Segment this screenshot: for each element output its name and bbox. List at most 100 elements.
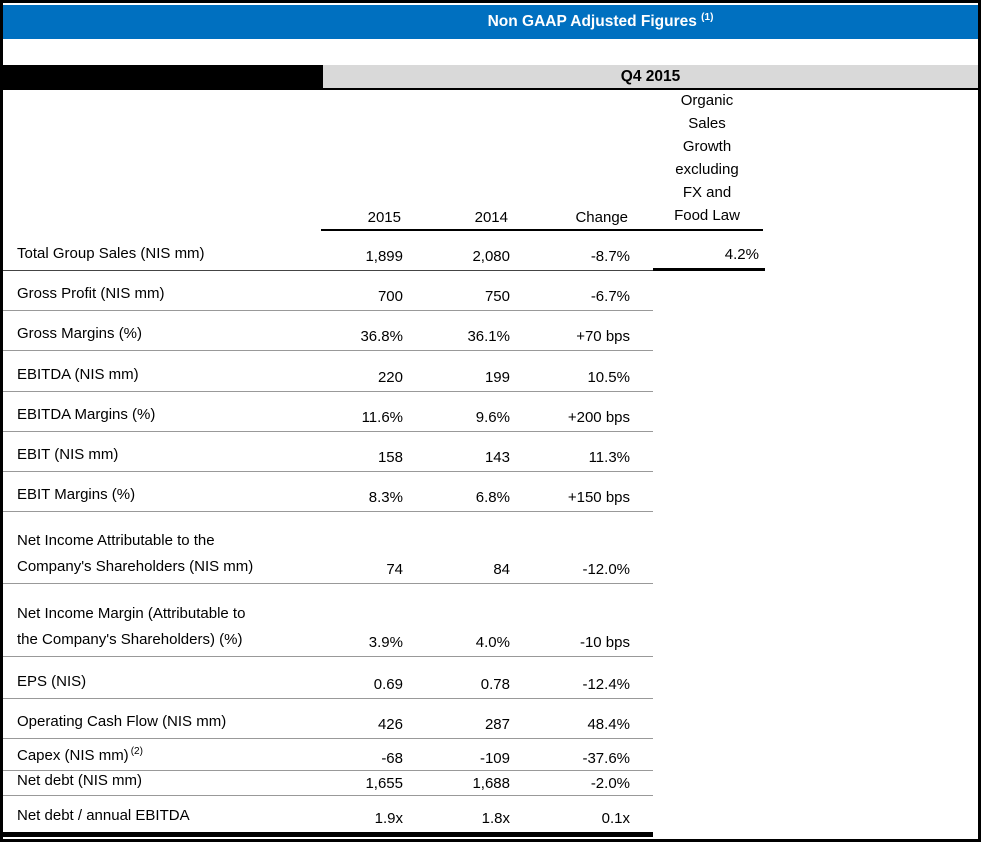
table-row: Net debt (NIS mm) 1,655 1,688 -2.0% — [3, 771, 978, 796]
value-2015: 220 — [377, 369, 403, 386]
period-header: Q4 2015 — [323, 65, 978, 88]
value-change: 10.5% — [587, 369, 630, 386]
table-row-main: EBIT (NIS mm) 158 143 11.3% — [3, 432, 653, 472]
table-row-main: Net Income Attributable to the Company's… — [3, 512, 653, 584]
row-label: EBIT (NIS mm) — [17, 446, 119, 463]
row-label: Capex (NIS mm) (2) — [17, 746, 143, 764]
table-row: Total Group Sales (NIS mm) 1,899 2,080 -… — [3, 231, 978, 271]
value-organic-growth — [653, 699, 765, 739]
value-change: -12.4% — [582, 676, 630, 693]
value-2014: 6.8% — [475, 489, 510, 506]
table-row: Gross Profit (NIS mm) 700 750 -6.7% — [3, 271, 978, 311]
table-row-main: Net Income Margin (Attributable to the C… — [3, 584, 653, 657]
value-organic-growth — [653, 432, 765, 472]
table-row: EBIT Margins (%) 8.3% 6.8% +150 bps — [3, 472, 978, 512]
value-organic-growth — [653, 472, 765, 512]
value-organic-growth — [653, 311, 765, 351]
row-label: Gross Profit (NIS mm) — [17, 285, 165, 302]
row-label: Net Income Margin (Attributable to the C… — [17, 605, 246, 648]
row-label: Net debt / annual EBITDA — [17, 807, 190, 824]
value-change: -6.7% — [590, 288, 630, 305]
table-row: Net Income Margin (Attributable to the C… — [3, 584, 978, 657]
value-change: 0.1x — [601, 810, 630, 827]
value-2014: 2,080 — [472, 248, 510, 265]
value-2015: 426 — [377, 716, 403, 733]
value-organic-growth — [653, 271, 765, 311]
column-header-group: 2015 2014 Change Organic Sales Growth ex… — [321, 89, 763, 231]
value-2015: 700 — [377, 288, 403, 305]
value-2014: 36.1% — [467, 328, 510, 345]
value-2015: 3.9% — [368, 634, 403, 651]
value-2015: 36.8% — [360, 328, 403, 345]
value-change: 48.4% — [587, 716, 630, 733]
value-2014: 0.78 — [480, 676, 510, 693]
spacer — [3, 39, 978, 65]
value-change: -8.7% — [590, 248, 630, 265]
value-organic-growth — [653, 657, 765, 699]
period-header-row: Q4 2015 — [3, 65, 978, 90]
table-row: Net Income Attributable to the Company's… — [3, 512, 978, 584]
table-row: EBITDA Margins (%) 11.6% 9.6% +200 bps — [3, 392, 978, 432]
table-row: EPS (NIS) 0.69 0.78 -12.4% — [3, 657, 978, 699]
table-row: Net debt / annual EBITDA 1.9x 1.8x 0.1x — [3, 796, 978, 832]
table-row-main: Net debt (NIS mm) 1,655 1,688 -2.0% — [3, 771, 653, 796]
value-organic-growth — [653, 392, 765, 432]
value-change: +200 bps — [567, 409, 630, 426]
value-organic-growth: 4.2% — [653, 231, 765, 271]
table-row: EBIT (NIS mm) 158 143 11.3% — [3, 432, 978, 472]
row-label: Net Income Attributable to the Company's… — [17, 532, 254, 575]
column-header-change: Change — [575, 209, 628, 226]
value-2014: 199 — [484, 369, 510, 386]
value-organic-growth — [653, 512, 765, 584]
row-label: EBITDA (NIS mm) — [17, 366, 139, 383]
row-label: Gross Margins (%) — [17, 325, 143, 342]
table-row-main: Operating Cash Flow (NIS mm) 426 287 48.… — [3, 699, 653, 739]
value-change: -12.0% — [582, 561, 630, 578]
value-change: 11.3% — [588, 449, 630, 466]
value-2015: 1.9x — [374, 810, 403, 827]
table-row-main: Capex (NIS mm) (2) -68 -109 -37.6% — [3, 739, 653, 771]
table-row-main: EBITDA (NIS mm) 220 199 10.5% — [3, 351, 653, 392]
title-footnote-marker: (1) — [701, 12, 714, 24]
row-label: EBIT Margins (%) — [17, 486, 136, 503]
column-header-organic-sales-growth: Organic Sales Growth excluding FX and Fo… — [674, 92, 740, 224]
value-organic-growth — [653, 739, 765, 771]
value-2014: 84 — [493, 561, 510, 578]
value-change: +150 bps — [567, 489, 630, 506]
value-organic-growth — [653, 796, 765, 832]
table-row-main: EBITDA Margins (%) 11.6% 9.6% +200 bps — [3, 392, 653, 432]
header-black-cell — [3, 65, 323, 88]
page-title: Non GAAP Adjusted Figures (1) — [223, 12, 978, 31]
page-title-text: Non GAAP Adjusted Figures — [487, 13, 697, 31]
value-2014: 1,688 — [472, 775, 510, 792]
column-header-2014: 2014 — [474, 209, 508, 226]
table-row-main: Gross Profit (NIS mm) 700 750 -6.7% — [3, 271, 653, 311]
value-2015: 1,655 — [365, 775, 403, 792]
value-organic-growth — [653, 771, 765, 796]
table-bottom-border — [3, 832, 653, 837]
value-change: -10 bps — [579, 634, 630, 651]
value-2015: 158 — [377, 449, 403, 466]
value-2015: 11.6% — [361, 409, 403, 426]
column-header-2015: 2015 — [367, 209, 401, 226]
value-2014: 9.6% — [475, 409, 510, 426]
value-2015: 74 — [386, 561, 403, 578]
value-2014: 1.8x — [481, 810, 510, 827]
value-2015: 1,899 — [365, 248, 403, 265]
table-row: Capex (NIS mm) (2) -68 -109 -37.6% — [3, 739, 978, 771]
row-label: Total Group Sales (NIS mm) — [17, 245, 205, 262]
row-label: Operating Cash Flow (NIS mm) — [17, 713, 227, 730]
row-label: EPS (NIS) — [17, 673, 87, 690]
value-2014: 4.0% — [475, 634, 510, 651]
value-change: +70 bps — [576, 328, 630, 345]
row-label: Net debt (NIS mm) — [17, 772, 143, 789]
table-row-main: Net debt / annual EBITDA 1.9x 1.8x 0.1x — [3, 796, 653, 832]
title-banner: Non GAAP Adjusted Figures (1) — [3, 5, 978, 39]
value-2014: 287 — [484, 716, 510, 733]
value-2015: 0.69 — [373, 676, 403, 693]
value-2014: 750 — [484, 288, 510, 305]
value-change: -2.0% — [590, 775, 630, 792]
row-footnote-marker: (2) — [130, 746, 143, 757]
table-row: Gross Margins (%) 36.8% 36.1% +70 bps — [3, 311, 978, 351]
